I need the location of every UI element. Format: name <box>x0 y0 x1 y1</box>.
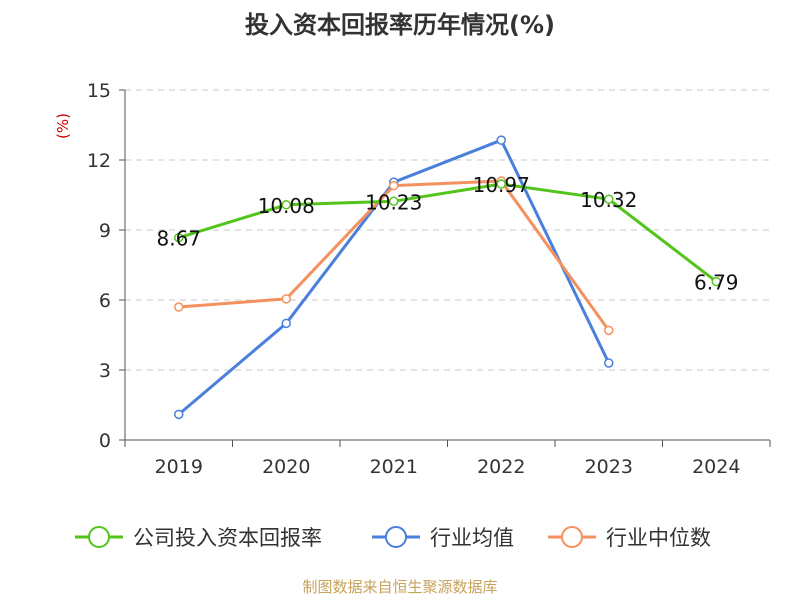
legend-label: 公司投入资本回报率 <box>133 526 322 550</box>
y-tick-label: 3 <box>99 360 111 382</box>
series-line-0 <box>178 182 718 283</box>
legend-marker <box>88 526 110 548</box>
x-tick-label: 2024 <box>692 456 740 478</box>
y-tick-label: 12 <box>87 150 111 172</box>
source-note: 制图数据来自恒生聚源数据库 <box>302 578 497 596</box>
data-label-layer: 8.67 10.08 10.23 10.97 10.32 6.79 <box>156 173 738 295</box>
data-label: 8.67 <box>156 227 201 251</box>
x-tick-label: 2023 <box>585 456 633 478</box>
y-tick-label: 0 <box>99 430 111 452</box>
chart-title: 投入资本回报率历年情况(%) <box>245 11 555 39</box>
data-point-2 <box>281 294 291 304</box>
data-point-0 <box>174 232 184 243</box>
series-layer <box>174 135 721 420</box>
grid-layer <box>125 89 770 371</box>
x-tick-label: 2022 <box>477 456 525 478</box>
legend-label: 行业中位数 <box>606 526 711 550</box>
data-label: 6.79 <box>694 271 739 295</box>
data-label: 10.32 <box>580 188 637 212</box>
data-point-0 <box>711 276 721 287</box>
data-point-0 <box>496 179 506 189</box>
legend: 公司投入资本回报率 行业均值 行业中位数 <box>75 526 711 550</box>
axis-layer: 0 3 6 9 12 15 2019 2020 2021 2022 2023 2024 <box>87 80 771 478</box>
data-point-0 <box>389 196 399 207</box>
y-tick-label: 9 <box>99 220 111 242</box>
y-tick-label: 15 <box>87 80 111 102</box>
data-point-1 <box>174 409 184 420</box>
x-tick-label: 2021 <box>370 456 418 478</box>
data-label: 10.23 <box>365 190 422 214</box>
x-tick-label: 2019 <box>155 456 203 478</box>
data-label: 10.97 <box>473 173 530 197</box>
data-label: 10.08 <box>258 194 315 218</box>
data-point-1 <box>281 318 291 329</box>
data-point-0 <box>281 200 291 210</box>
data-point-2 <box>389 180 399 191</box>
legend-marker <box>385 526 407 548</box>
y-tick-label: 6 <box>99 290 111 312</box>
data-point-2 <box>604 325 614 336</box>
data-point-0 <box>604 194 614 204</box>
y-axis-unit-label: (%) <box>54 113 72 139</box>
data-point-1 <box>604 358 614 368</box>
data-point-1 <box>496 135 506 145</box>
legend-marker <box>561 526 583 548</box>
legend-label: 行业均值 <box>430 526 514 550</box>
x-tick-label: 2020 <box>262 456 310 478</box>
data-point-2 <box>174 302 184 312</box>
